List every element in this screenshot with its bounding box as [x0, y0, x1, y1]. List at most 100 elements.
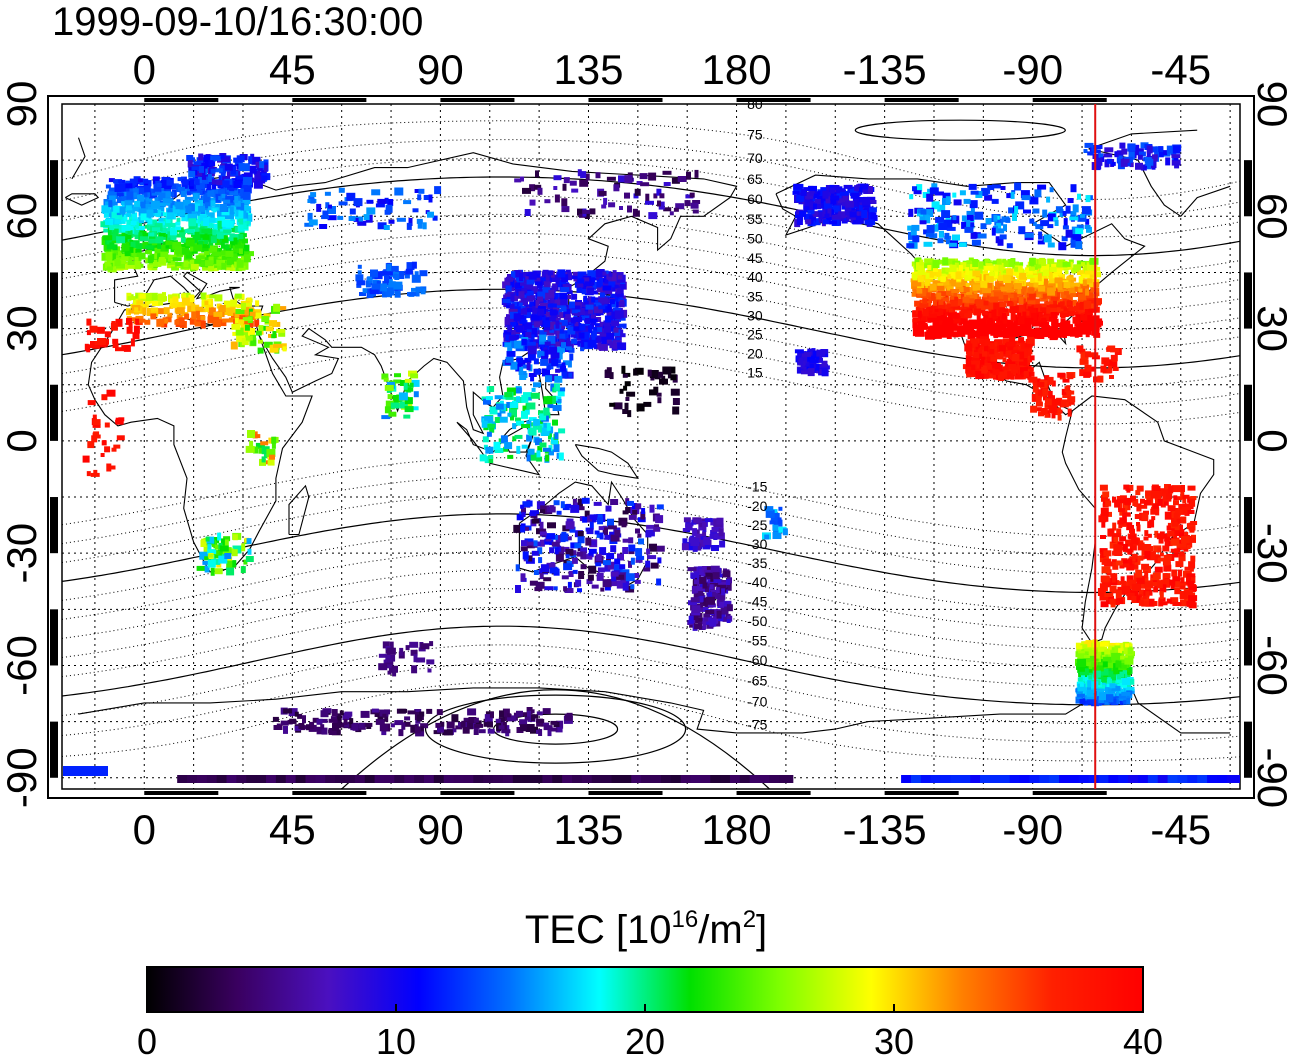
tec-cell-new-zealand: [688, 600, 697, 606]
tec-cell-australia: [570, 504, 580, 513]
tec-cell-europe: [181, 182, 188, 189]
tec-cell-east-asia: [607, 304, 612, 310]
tec-cell-europe: [132, 188, 139, 196]
tec-cell-usa: [1006, 302, 1014, 307]
tec-cell-china-south: [546, 365, 551, 370]
tec-cell-europe: [158, 217, 168, 222]
tec-cell-usa: [1000, 286, 1008, 292]
tec-cell-mediterranean: [207, 316, 214, 324]
tec-cell-south-pacific: [682, 538, 688, 545]
tec-cell-china-south: [508, 335, 517, 341]
tec-cell-siberia: [639, 173, 648, 180]
tec-cell-australia: [643, 567, 651, 572]
tec-cell-europe: [234, 200, 241, 207]
tec-cell-se-asia: [521, 394, 529, 403]
tec-cell-australia: [628, 544, 636, 552]
tec-cell-usa: [1059, 313, 1069, 317]
tec-cell-south-pacific: [719, 540, 726, 548]
tec-cell-central-asia: [357, 264, 362, 269]
tec-cell-usa: [999, 302, 1007, 308]
tec-cell-alaska: [855, 215, 864, 224]
tec-cell-india: [398, 392, 408, 401]
tec-cell-australia: [596, 572, 604, 581]
tec-cell-canada: [952, 192, 957, 198]
right-border-segment: [1244, 609, 1252, 666]
tec-cell-antarctic-ring: [519, 719, 528, 726]
tec-cell-usa: [950, 289, 960, 293]
tec-cell-australia: [640, 511, 646, 520]
tec-cell-usa: [965, 267, 970, 276]
tec-cell-europe: [144, 245, 154, 250]
tec-cell-east-asia: [600, 292, 605, 298]
tec-cell-china-south: [521, 338, 527, 345]
tec-cell-south-pacific: [702, 531, 707, 540]
tec-cell-australia: [649, 543, 657, 552]
tec-cell-europe: [205, 260, 213, 267]
tec-cell-europe: [158, 257, 165, 264]
tec-cell-usa: [1024, 317, 1034, 325]
tec-cell-europe: [124, 200, 133, 209]
tec-cell-east-asia: [571, 275, 578, 280]
tec-cell-alaska: [796, 217, 803, 225]
tec-cell-antarctic-ring: [312, 717, 319, 723]
tec-cell-europe: [154, 247, 164, 256]
tec-cell-canada: [1037, 184, 1047, 190]
tec-cell-russia: [414, 189, 421, 193]
tec-cell-mediterranean: [186, 299, 194, 306]
tec-cell-china-south: [569, 353, 574, 361]
tec-cell-central-asia: [382, 291, 387, 298]
tec-cell-south-africa: [214, 568, 223, 575]
tec-cell-antarctic-ring: [273, 725, 283, 730]
tec-cell-australia: [621, 521, 627, 528]
tec-cell-scandinavia: [199, 179, 209, 184]
tec-cell-australia: [619, 564, 626, 570]
tec-cell-mediterranean: [200, 292, 207, 300]
tec-cell-antarctic-ring: [331, 709, 338, 716]
tec-cell-canada: [924, 209, 934, 217]
tec-cell-usa: [968, 303, 977, 309]
tec-cell-usa: [1041, 317, 1047, 322]
tec-cell-indian-ocean-s: [389, 654, 396, 662]
tec-cell-south-pacific: [683, 517, 691, 523]
tec-cell-new-zealand: [691, 615, 699, 623]
tec-cell-new-zealand: [701, 597, 708, 606]
tec-cell-australia: [635, 503, 642, 510]
tec-cell-mediterranean: [213, 311, 223, 317]
tec-cell-canada: [1070, 211, 1077, 219]
tec-cell-usa: [919, 259, 924, 266]
tec-cell-australia: [596, 533, 601, 538]
tec-cell-canada: [925, 232, 934, 237]
tec-cell-east-asia: [526, 279, 535, 285]
tec-cell-europe: [211, 189, 220, 197]
tec-cell-east-asia: [602, 271, 607, 276]
tec-cell-east-asia: [566, 295, 571, 299]
tec-cell-europe: [214, 203, 220, 210]
bottom-border-segment: [440, 791, 515, 795]
tec-cell-east-asia: [519, 315, 527, 324]
tec-cell-canada: [991, 184, 1001, 189]
tec-cell-new-zealand: [706, 566, 713, 573]
tec-cell-usa: [1060, 291, 1068, 298]
tec-cell-china-south: [505, 356, 514, 363]
tec-cell-australia: [604, 534, 612, 540]
tec-cell-antarctic-ring: [502, 708, 510, 717]
tec-cell-canada: [1005, 217, 1011, 223]
tec-cell-australia: [516, 514, 524, 521]
tec-cell-europe: [146, 197, 153, 203]
tec-cell-mediterranean: [234, 312, 240, 318]
tec-cell-australia: [616, 580, 626, 589]
tec-cell-central-asia: [394, 274, 400, 280]
tec-cell-china-south: [527, 352, 536, 361]
tec-cell-europe: [154, 223, 163, 232]
tec-cell-east-africa: [261, 446, 270, 455]
tec-cell-usa: [929, 325, 936, 331]
tec-cell-se-asia: [539, 413, 547, 421]
tec-cell-siberia: [524, 209, 531, 216]
tec-cell-se-asia: [486, 431, 492, 437]
tec-cell-south-africa: [231, 549, 238, 557]
tec-cell-nw-africa: [92, 419, 101, 426]
tec-cell-middle-east: [273, 343, 283, 348]
tec-cell-new-zealand: [690, 597, 700, 603]
tec-cell-canada: [1054, 220, 1059, 226]
tec-cell-usa: [1032, 290, 1039, 296]
